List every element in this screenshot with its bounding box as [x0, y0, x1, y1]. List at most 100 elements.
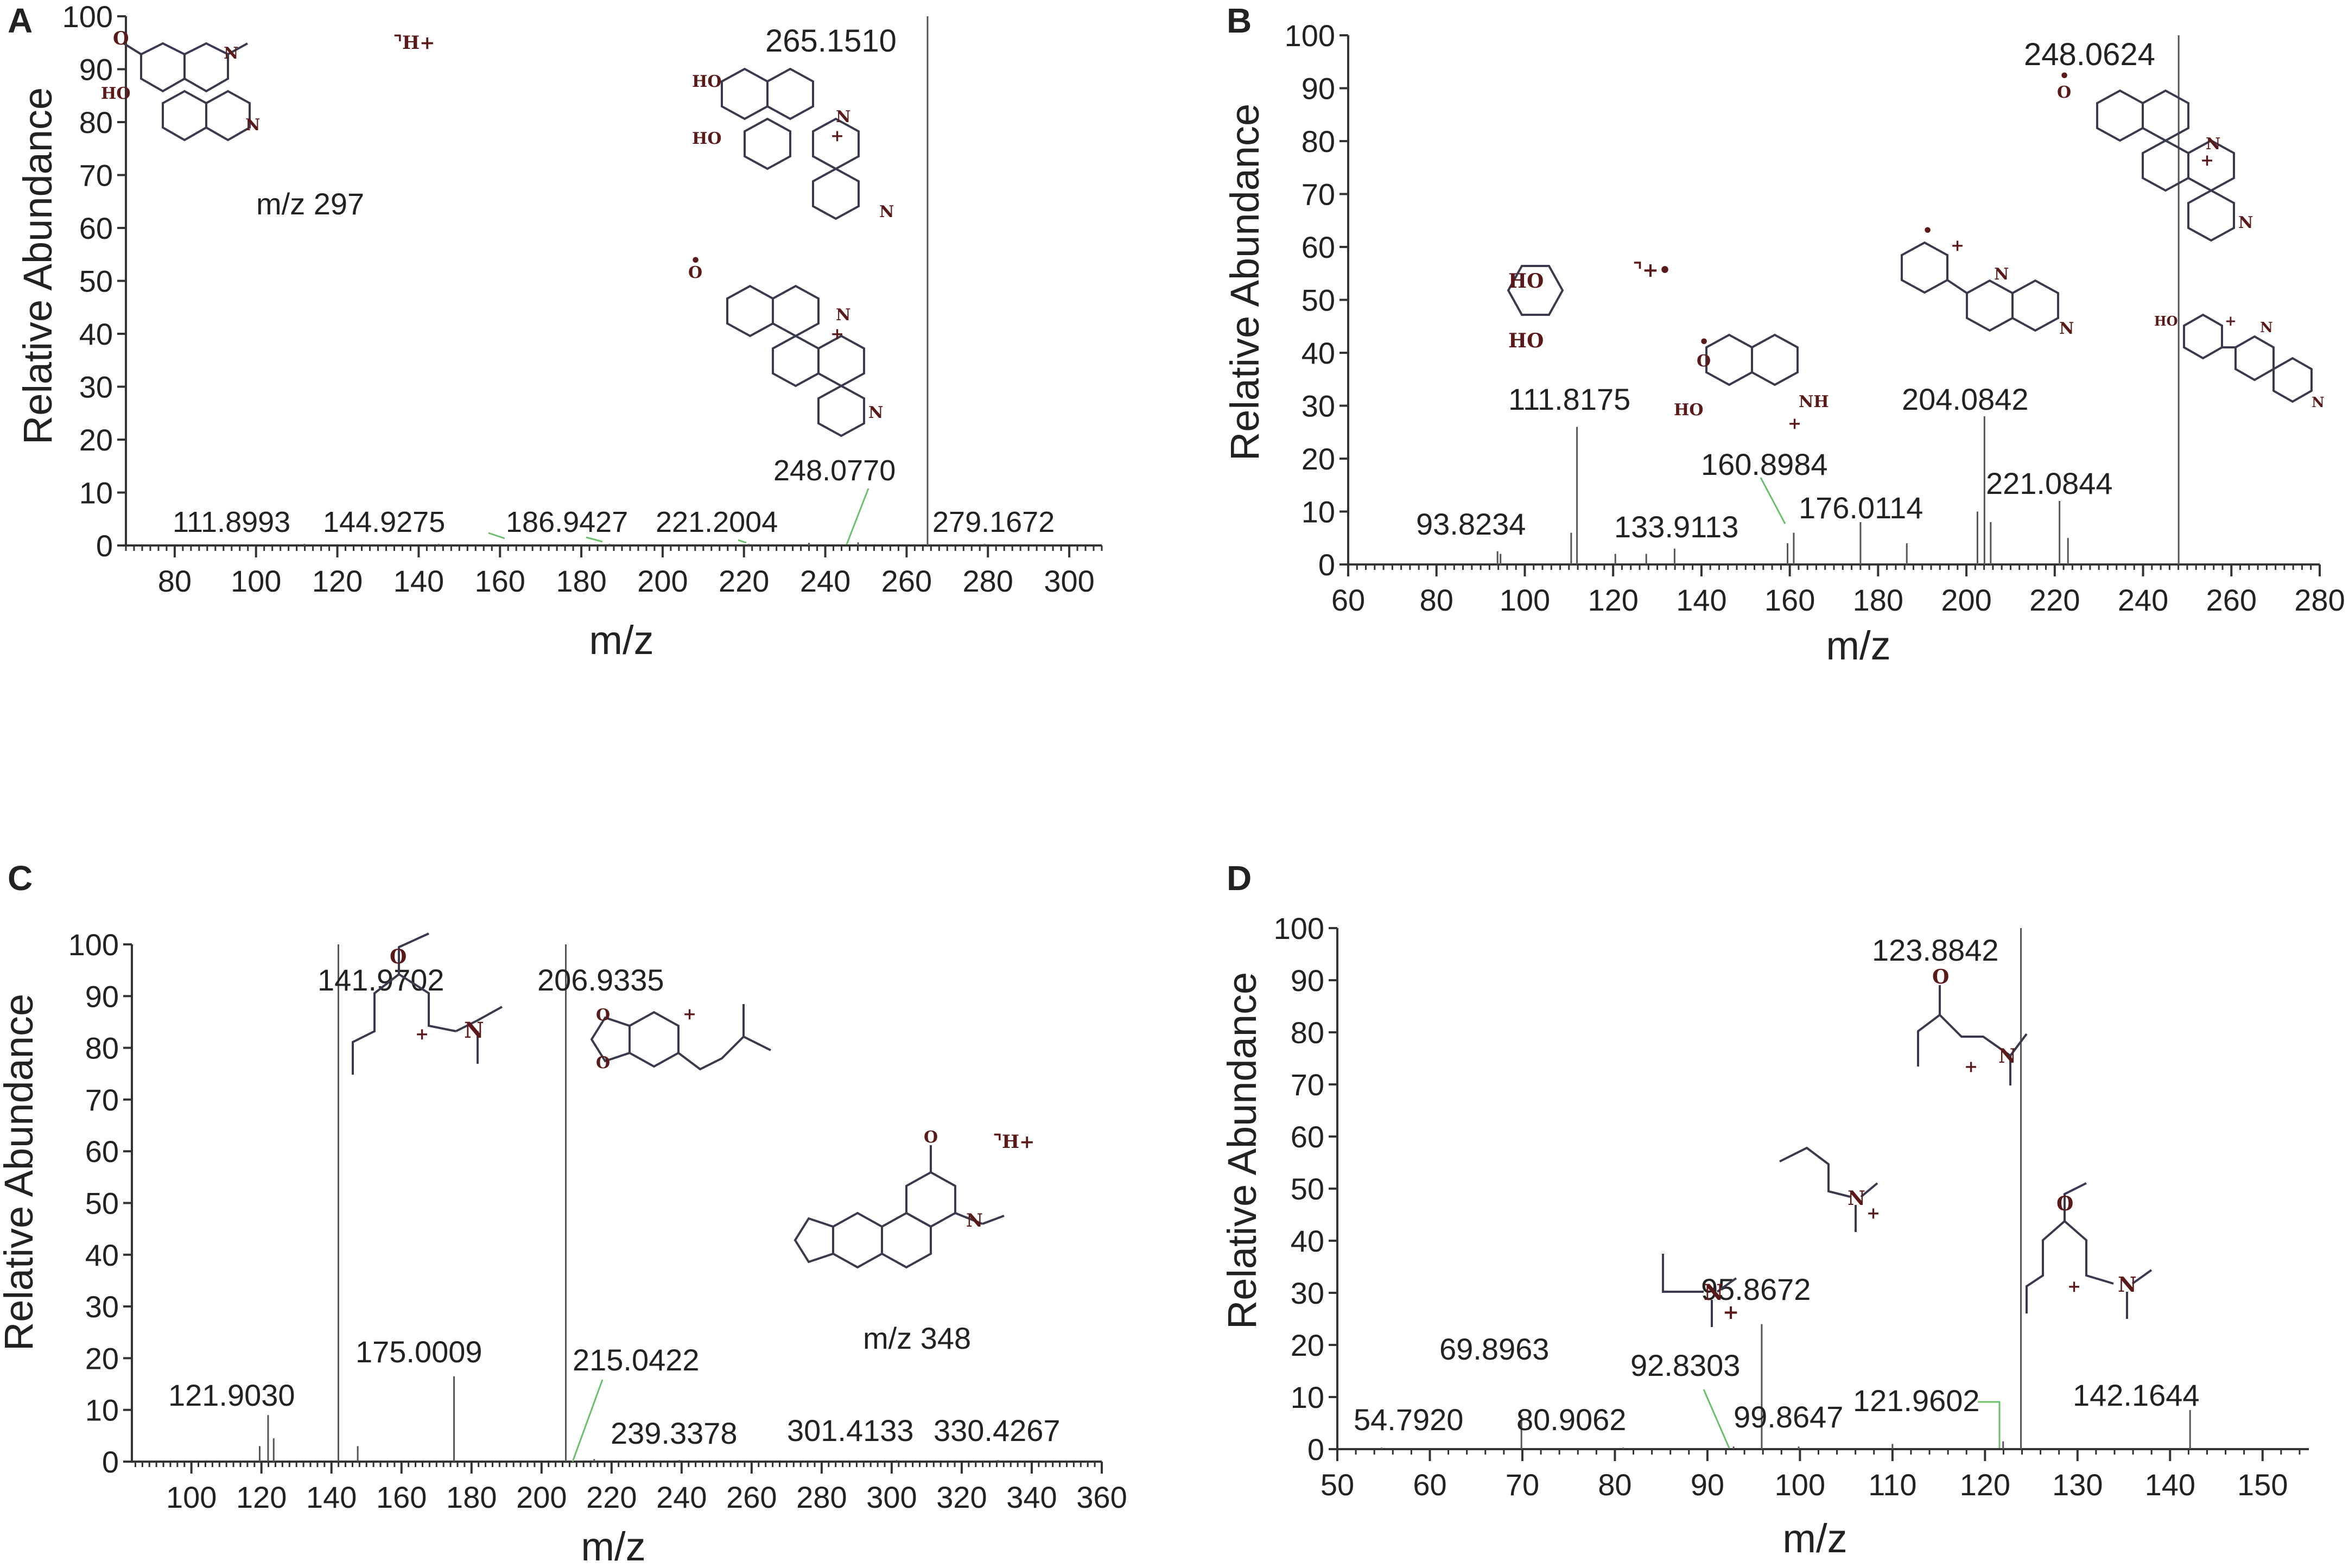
hydroxy-group: HO — [2154, 313, 2178, 329]
peak-label-160-8984: 160.8984 — [1701, 447, 1828, 481]
methoxy-oxygen: O — [113, 28, 129, 49]
x-tick-label: 140 — [393, 564, 444, 598]
radical-dot: • — [1922, 221, 1933, 240]
peak-label-92-8303: 92.8303 — [1630, 1348, 1740, 1382]
x-tick-label: 140 — [2145, 1468, 2195, 1502]
x-tick-label: 300 — [1044, 564, 1094, 598]
x-tick-label: 360 — [1076, 1480, 1127, 1514]
x-tick-label: 280 — [796, 1480, 847, 1514]
x-axis-label: m/z — [581, 1524, 645, 1568]
y-tick-label: 80 — [1291, 1015, 1324, 1050]
radical-oxygen: O — [2057, 83, 2071, 102]
methoxy-oxygen: O — [924, 1128, 938, 1147]
x-tick-label: 180 — [556, 564, 606, 598]
peak-label-301-4133: 301.4133 — [787, 1413, 914, 1448]
peak-label-123-8842: 123.8842 — [1872, 933, 1999, 967]
peak-label-221-2004: 221.2004 — [656, 506, 778, 538]
y-tick-label: 100 — [1285, 18, 1335, 53]
fragment-69-structure: N + — [1662, 1254, 1739, 1327]
x-tick-label: 120 — [312, 564, 363, 598]
radical-cation-mark: ⌝+• — [1633, 259, 1671, 282]
protonation-mark: ⌝H+ — [393, 32, 435, 54]
panel-label-c: C — [8, 859, 33, 898]
x-tick-label: 160 — [1764, 583, 1815, 617]
amine-nitrogen: N — [464, 1018, 484, 1043]
panel-label-a: A — [8, 1, 33, 40]
amine-nitrogen: N — [2118, 1272, 2137, 1297]
x-tick-label: 240 — [656, 1480, 707, 1514]
y-tick-label: 70 — [1291, 1068, 1324, 1102]
y-tick-label: 100 — [1274, 911, 1324, 945]
charge-mark: + — [415, 1025, 429, 1044]
y-tick-label: 30 — [79, 370, 113, 404]
peaks — [258, 944, 999, 1462]
chart-panel-d: D Relative Abundance m/z 0 10 20 30 40 50 60 70… — [1220, 859, 2309, 1561]
amine-nitrogen: N — [1998, 1045, 2016, 1068]
ring-nitrogen: N — [1994, 265, 2009, 284]
leader-line — [1978, 1401, 2001, 1448]
peak-label-265-1510: 265.1510 — [765, 23, 897, 59]
y-tick-label: 100 — [62, 0, 113, 34]
leader-line — [1703, 1389, 1730, 1449]
radical-dot: • — [1699, 333, 1709, 352]
charge-mark: + — [2067, 1277, 2081, 1296]
ring-nitrogen: N — [2206, 135, 2220, 154]
x-tick-label: 220 — [2029, 583, 2080, 617]
charge-mark: + — [2225, 313, 2237, 329]
x-tick-label: 240 — [800, 564, 850, 598]
x-tick-label: 110 — [1868, 1468, 1916, 1502]
y-tick-label: 0 — [1318, 548, 1335, 582]
radical-dot: • — [690, 251, 701, 270]
peak-label-80-9062: 80.9062 — [1516, 1402, 1626, 1437]
charge-mark: + — [1964, 1057, 1978, 1076]
x-tick-label: 130 — [2052, 1468, 2103, 1502]
ring-oxygen: O — [596, 1053, 610, 1072]
x-tick-label: 260 — [881, 564, 932, 598]
fragment-221-structure: HO + N N — [2154, 313, 2325, 411]
y-tick-label: 60 — [79, 211, 113, 245]
peak-labels: 123.8842 95.8672 69.8963 92.8303 54.7920… — [1354, 933, 2200, 1449]
y-tick-label: 50 — [79, 264, 113, 299]
charge-mark: + — [1866, 1204, 1880, 1223]
precursor-structure: O HO N N ⌝H+ — [101, 28, 435, 142]
fragment-160-structure: O • HO NH + — [1674, 333, 1829, 433]
x-tick-label: 200 — [1941, 583, 1991, 617]
hydroxy-group: HO — [692, 72, 721, 91]
peak-label-175-0009: 175.0009 — [355, 1335, 483, 1369]
charge-mark: + — [683, 1005, 696, 1024]
y-tick-label: 30 — [1302, 389, 1335, 423]
y-tick-label: 70 — [79, 158, 113, 193]
peak-label-111-8175: 111.8175 — [1508, 382, 1630, 416]
y-tick-label: 90 — [79, 53, 113, 87]
y-tick-label: 60 — [85, 1134, 119, 1169]
y-tick-label: 40 — [1302, 336, 1335, 370]
peak-label-239-3378: 239.3378 — [611, 1416, 738, 1450]
x-tick-label: 140 — [306, 1480, 357, 1514]
y-tick-label: 10 — [79, 476, 113, 510]
x-tick-label: 80 — [1420, 583, 1453, 617]
ring-nitrogen: N — [868, 403, 883, 422]
x-tick-label: 340 — [1006, 1480, 1057, 1514]
y-tick-label: 40 — [1291, 1224, 1324, 1258]
ring-nitrogen-h: NH — [1799, 392, 1829, 411]
x-tick-label: 60 — [1331, 583, 1365, 617]
peak-label-133-9113: 133.9113 — [1614, 510, 1738, 544]
peak-labels: 141.9702 206.9335 175.0009 121.9030 215.… — [168, 963, 1061, 1462]
peak-label-69-8963: 69.8963 — [1439, 1332, 1549, 1366]
peak-label-206-9335: 206.9335 — [537, 963, 664, 997]
y-tick-label: 30 — [85, 1290, 119, 1324]
leader-line — [586, 536, 603, 543]
y-tick-label: 50 — [1291, 1172, 1324, 1206]
y-tick-label: 40 — [85, 1238, 119, 1272]
fragment-142-structure: O N + — [2026, 1182, 2153, 1319]
ring-nitrogen: N — [2312, 395, 2325, 411]
y-axis-label: Relative Abundance — [1220, 972, 1265, 1329]
panel-label-d: D — [1227, 859, 1252, 898]
radical-dot: • — [2059, 67, 2069, 86]
ring-nitrogen: N — [836, 306, 850, 325]
peak-labels: 248.0624 111.8175 204.0842 160.8984 221.… — [1416, 37, 2155, 544]
peak-label-248-0624: 248.0624 — [2024, 37, 2155, 72]
leader-line — [488, 532, 505, 539]
radical-oxygen: O — [688, 263, 702, 282]
fragment-111-structure: HO HO ⌝+• — [1507, 259, 1671, 352]
